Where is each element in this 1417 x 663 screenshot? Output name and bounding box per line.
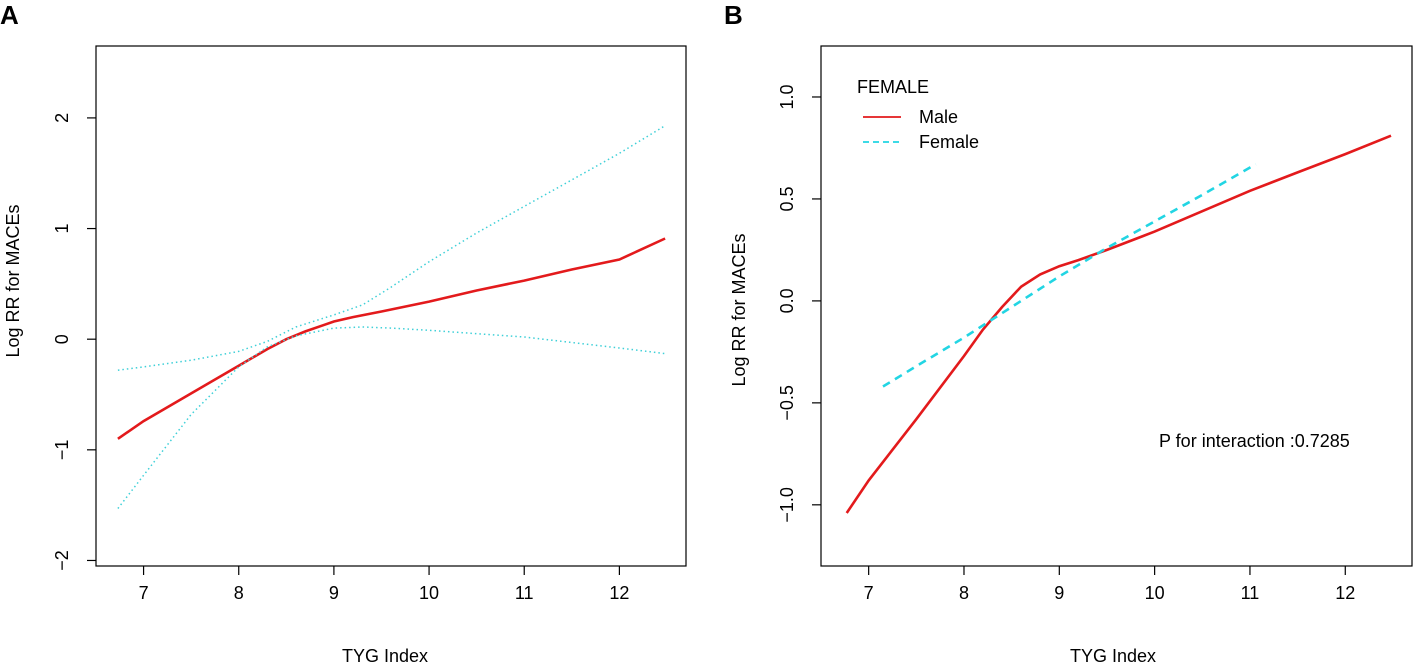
- x-tick-label: 10: [1145, 583, 1165, 603]
- legend-label-female: Female: [919, 132, 979, 152]
- x-axis-label-a: TYG Index: [342, 646, 428, 663]
- x-tick-label: 11: [515, 583, 534, 603]
- series-upper-ci-line: [117, 125, 666, 371]
- series-male-line: [845, 134, 1392, 514]
- series-group-a: [117, 125, 666, 509]
- x-tick-label: 12: [1335, 583, 1355, 603]
- series-female-line: [882, 163, 1257, 388]
- panel-label-a: A: [0, 0, 19, 30]
- y-axis-b: −1.0 −0.5 0.0 0.5 1.0: [777, 84, 821, 523]
- panel-label-b: B: [724, 0, 743, 30]
- x-tick-label: 10: [419, 583, 439, 603]
- x-tick-label: 9: [1054, 583, 1064, 603]
- legend-b: FEMALE Male Female: [857, 77, 979, 152]
- x-axis-a: 7 8 9 10 11 12: [139, 566, 629, 603]
- series-lower-ci-line: [117, 326, 666, 509]
- x-tick-label: 7: [139, 583, 149, 603]
- y-tick-label: −0.5: [777, 385, 797, 421]
- y-tick-label: −1.0: [777, 487, 797, 523]
- legend-label-male: Male: [919, 107, 958, 127]
- x-tick-label: 11: [1241, 583, 1260, 603]
- y-tick-label: 0.5: [777, 186, 797, 211]
- y-axis-label-b: Log RR for MACEs: [729, 233, 749, 386]
- series-estimate-line: [117, 237, 666, 440]
- x-axis-b: 7 8 9 10 11 12: [864, 566, 1355, 603]
- y-tick-label: 0: [52, 334, 72, 344]
- y-tick-label: 0.0: [777, 288, 797, 313]
- x-axis-label-b: TYG Index: [1070, 646, 1156, 663]
- x-tick-label: 9: [329, 583, 339, 603]
- y-tick-label: −1: [52, 440, 72, 461]
- panel-b: B 7 8 9 10 11 12 −1.0 −0.5 0.0 0.5 1.0 FEMALE Mal…: [724, 0, 1413, 663]
- legend-title: FEMALE: [857, 77, 929, 97]
- plot-frame-b: [820, 45, 1413, 567]
- y-tick-label: 1.0: [777, 84, 797, 109]
- x-tick-label: 7: [864, 583, 874, 603]
- x-tick-label: 8: [234, 583, 244, 603]
- x-tick-label: 12: [609, 583, 629, 603]
- y-tick-label: 2: [52, 113, 72, 123]
- y-axis-a: −2 −1 0 1 2: [52, 113, 96, 571]
- y-axis-label-a: Log RR for MACEs: [3, 204, 23, 357]
- y-tick-label: −2: [52, 550, 72, 571]
- y-tick-label: 1: [52, 224, 72, 234]
- series-group-b: [845, 134, 1392, 514]
- x-tick-label: 8: [959, 583, 969, 603]
- plot-frame-a: [95, 45, 687, 567]
- interaction-p-value: P for interaction :0.7285: [1159, 431, 1350, 451]
